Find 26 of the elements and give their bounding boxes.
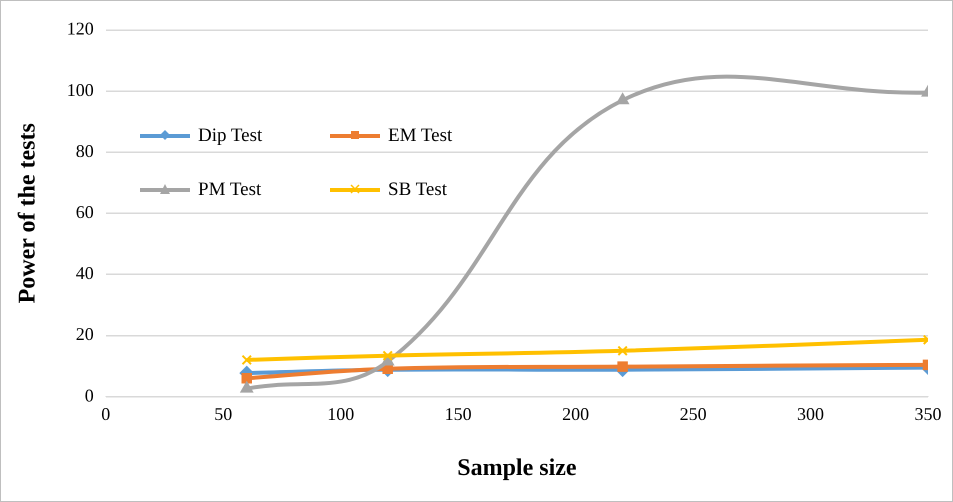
x-tick-label: 350 (914, 404, 942, 424)
point (617, 346, 628, 356)
point (242, 354, 252, 366)
y-tick-label: 120 (66, 18, 94, 39)
legend-label: EM Test (388, 125, 452, 147)
x-tick-label: 250 (680, 404, 707, 424)
x-tick-label: 300 (797, 404, 824, 424)
y-tick-label: 0 (84, 385, 94, 406)
point (617, 361, 628, 372)
point (242, 373, 252, 384)
legend-label: SB Test (388, 179, 448, 201)
y-axis-title: Power of the tests (14, 123, 41, 304)
legend-label: PM Test (198, 179, 262, 201)
point (382, 350, 393, 361)
x-tick-label: 100 (327, 404, 354, 424)
y-tick-label: 40 (76, 263, 94, 284)
y-tick-label: 20 (76, 324, 94, 344)
legend-label: Dip Test (198, 125, 262, 147)
x-tick-label: 200 (562, 404, 590, 424)
x-tick-label: 50 (214, 404, 232, 424)
y-tick-label: 60 (76, 202, 94, 222)
x-tick-label: 0 (101, 404, 110, 424)
x-axis-title: Sample size (457, 454, 577, 481)
y-tick-label: 80 (76, 140, 94, 161)
y-tick-label: 100 (66, 80, 94, 100)
x-tick-label: 150 (444, 404, 472, 424)
